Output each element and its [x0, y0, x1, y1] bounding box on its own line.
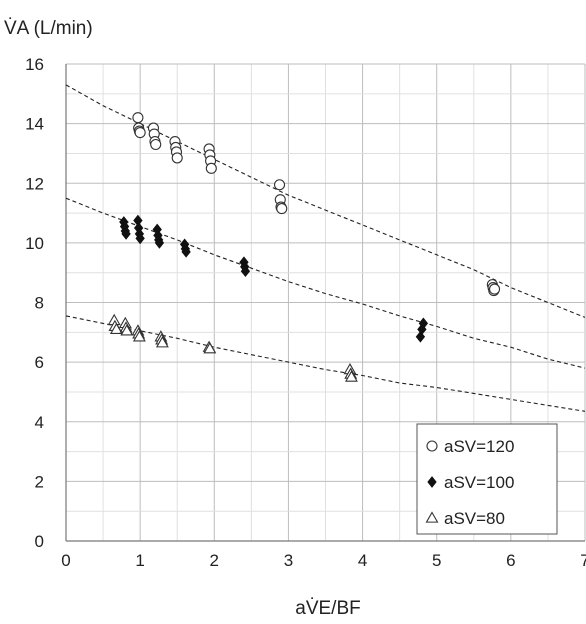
- trend-lines: [65, 84, 586, 412]
- data-point: [205, 162, 217, 174]
- data-point: [132, 112, 144, 124]
- data-point: [109, 322, 123, 335]
- x-tick-label: 6: [506, 551, 515, 570]
- x-tick-label: 1: [135, 551, 144, 570]
- x-axis-title: aV̇E/BF: [295, 598, 360, 619]
- y-tick-label: 14: [25, 115, 44, 134]
- data-point: [276, 203, 288, 215]
- x-tick-labels: 0 1 2 3 4 5 6 7: [61, 551, 586, 570]
- data-point: [203, 342, 217, 354]
- horizontal-gridlines: [66, 63, 585, 542]
- y-tick-label: 16: [25, 55, 44, 74]
- x-tick-label: 4: [358, 551, 367, 570]
- y-tick-label: 6: [35, 353, 44, 372]
- data-point: [154, 237, 165, 249]
- legend-marker: [427, 476, 437, 488]
- legend-marker: [426, 440, 438, 452]
- legend: aSV=120 aSV=100 aSV=80: [416, 423, 558, 535]
- legend-label: aSV=80: [444, 509, 505, 528]
- x-tick-label: 0: [61, 551, 70, 570]
- data-point: [345, 370, 358, 382]
- legend-box: [416, 423, 558, 535]
- y-tick-label: 2: [35, 472, 44, 491]
- axes: [65, 64, 585, 542]
- data-point: [171, 152, 183, 164]
- data-point: [132, 330, 146, 342]
- x-tick-label: 2: [210, 551, 219, 570]
- legend-label: aSV=100: [444, 473, 514, 492]
- data-point: [121, 228, 131, 240]
- data-point: [135, 232, 145, 245]
- data-point: [181, 245, 191, 258]
- trend-line-asv-100: [65, 197, 586, 369]
- x-tick-label: 7: [580, 551, 586, 570]
- data-point: [418, 317, 429, 330]
- data-points: [107, 112, 501, 382]
- legend-marker: [425, 511, 439, 523]
- x-tick-label: 5: [432, 551, 441, 570]
- y-tick-labels: 0 2 4 6 8 10 12 14 16: [25, 55, 44, 551]
- data-point: [134, 127, 146, 139]
- y-tick-label: 0: [35, 532, 44, 551]
- data-point: [273, 179, 286, 191]
- y-tick-label: 12: [25, 174, 44, 193]
- data-point: [150, 138, 162, 151]
- data-point: [240, 265, 251, 278]
- trend-line-asv-120: [65, 84, 586, 318]
- y-tick-label: 8: [35, 294, 44, 313]
- data-point: [488, 283, 501, 295]
- y-tick-label: 4: [35, 413, 44, 432]
- legend-label: aSV=120: [444, 437, 514, 456]
- x-tick-label: 3: [284, 551, 293, 570]
- y-axis-title: V̇A (L/min): [4, 18, 93, 39]
- y-tick-label: 10: [25, 234, 44, 253]
- data-point: [155, 336, 169, 348]
- data-point: [120, 324, 134, 336]
